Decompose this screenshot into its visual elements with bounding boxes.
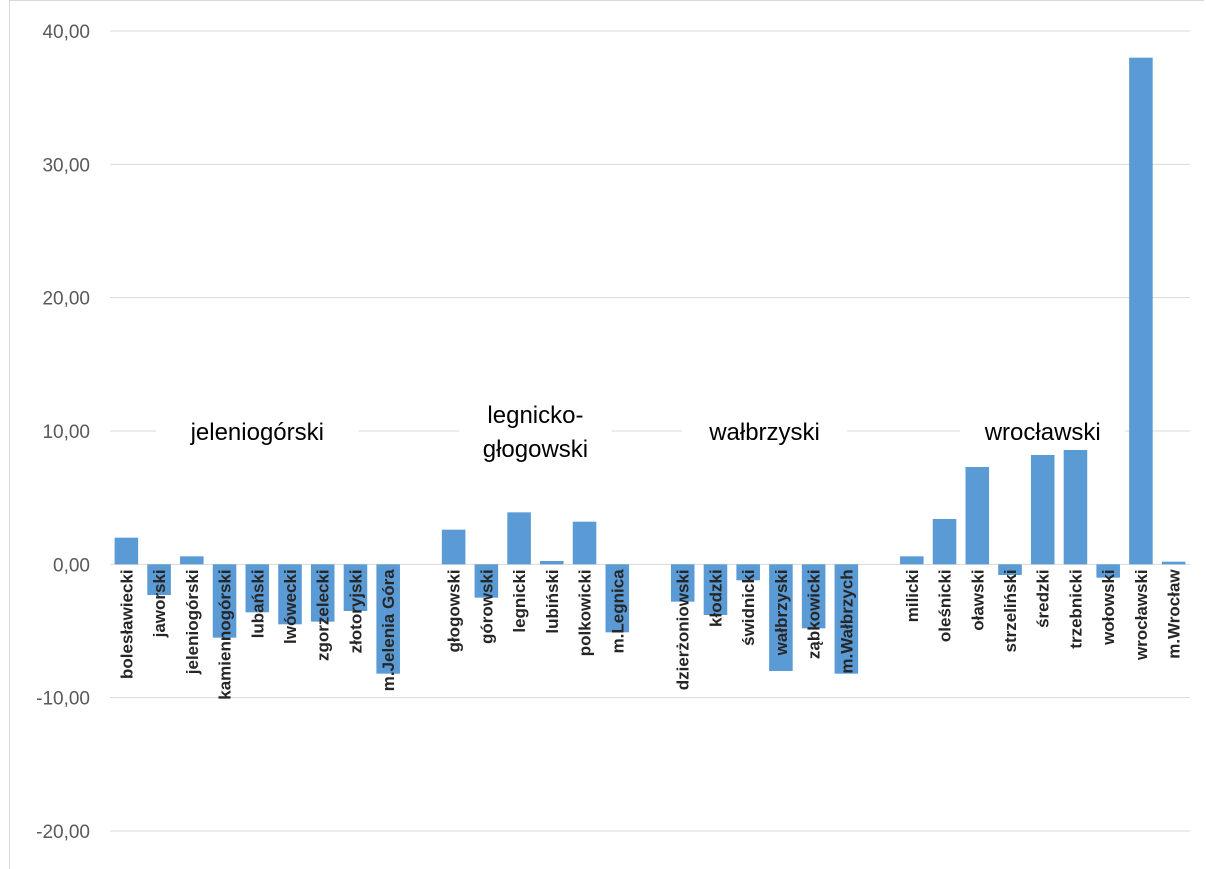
bar [245, 564, 270, 613]
bar [736, 564, 760, 581]
bar [507, 512, 531, 565]
y-tick-label: 0,00 [53, 555, 90, 576]
group-label: głogowski [483, 436, 588, 463]
category-label: jaworski [150, 569, 169, 638]
bar [212, 564, 237, 638]
bar [114, 537, 139, 565]
category-label: kłodzki [706, 569, 725, 627]
bars [114, 57, 1186, 674]
category-label: średzki [1034, 569, 1053, 628]
bar [376, 564, 400, 674]
bar [703, 564, 728, 615]
bar [998, 564, 1022, 575]
bar [180, 556, 204, 565]
bar [1096, 564, 1120, 578]
category-labels: bolesławiecki jaworski jeleniogórski kamien… [117, 569, 1183, 700]
category-label: złotoryjski [346, 569, 365, 653]
y-tick-label: 20,00 [42, 289, 90, 310]
bar [932, 519, 957, 565]
bar [343, 564, 368, 611]
category-label: zgorzelecki [314, 569, 333, 661]
group-label-background [960, 414, 1126, 450]
bar [670, 564, 695, 602]
category-label: strzeliński [1001, 569, 1020, 652]
bar [1030, 455, 1055, 565]
category-label: legnicki [510, 569, 529, 632]
group-label-background [682, 414, 848, 450]
y-axis-ticks: -20,00 -10,00 0,00 10,00 20,00 30,00 40,00 [36, 22, 90, 843]
bar [540, 561, 564, 565]
group-label-background [156, 414, 359, 450]
bar [801, 564, 826, 629]
category-label: bolesławiecki [117, 569, 136, 679]
bar [1063, 444, 1088, 565]
category-label: kamiennogórski [216, 569, 235, 699]
bar [474, 564, 499, 598]
bar [310, 564, 335, 622]
category-label: górowski [477, 569, 496, 644]
bar [572, 521, 597, 565]
bar [147, 564, 171, 595]
y-tick-label: 10,00 [42, 422, 90, 443]
category-label: m.Legnica [608, 569, 627, 654]
category-label: m.Wrocław [1165, 569, 1184, 659]
group-label-background [459, 397, 612, 467]
category-label: trzebnicki [1066, 569, 1085, 648]
bar [441, 529, 466, 565]
category-label: m.Wałbrzych [837, 569, 856, 673]
category-label: jeleniogórski [183, 569, 202, 675]
category-label: dzierżoniowski [674, 569, 693, 690]
bar [834, 564, 859, 674]
bar [965, 467, 990, 565]
category-label: oławski [968, 569, 987, 630]
y-tick-label: 40,00 [42, 22, 90, 43]
group-labels: jeleniogórski legnicko-głogowski wałbrzysk… [156, 397, 1126, 467]
y-tick-label: -10,00 [36, 689, 90, 710]
bar [278, 564, 302, 625]
category-label: m.Jelenia Góra [379, 569, 398, 691]
category-label: wołowski [1099, 569, 1118, 646]
y-tick-label: -20,00 [36, 822, 90, 843]
category-label: głogowski [445, 569, 464, 652]
y-tick-label: 30,00 [42, 155, 90, 176]
group-label: jeleniogórski [190, 419, 324, 446]
category-label: świdnicki [739, 569, 758, 646]
group-label: wałbrzyski [708, 419, 820, 446]
category-label: lubiński [543, 569, 562, 633]
category-label: ząbkowicki [805, 569, 824, 659]
category-label: polkowicki [576, 569, 595, 656]
category-label: wałbrzyski [772, 569, 791, 656]
category-label: wrocławski [1132, 569, 1151, 661]
bar [1161, 561, 1186, 565]
category-label: lwówecki [281, 569, 300, 644]
bar [900, 556, 924, 565]
bar [1129, 57, 1153, 565]
category-label: milicki [903, 569, 922, 622]
group-label: wrocławski [984, 419, 1101, 446]
gridlines [110, 30, 1190, 832]
category-label: lubański [248, 569, 267, 638]
group-label: legnicko- [487, 402, 583, 429]
bar [605, 564, 630, 633]
category-label: oleśnicki [936, 569, 955, 642]
bar [769, 564, 793, 671]
